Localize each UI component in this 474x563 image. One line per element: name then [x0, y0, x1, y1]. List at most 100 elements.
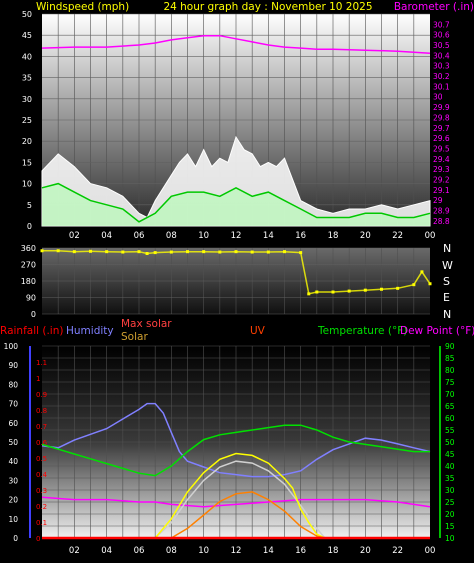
- barometer-tick-label: 29.8: [433, 113, 450, 122]
- windspeed-tick-label: 45: [22, 31, 32, 40]
- x-tick-label: 20: [360, 546, 371, 556]
- barometer-tick-label: 28.9: [433, 206, 450, 215]
- wind-gust-series: [41, 135, 431, 227]
- barometer-tick-label: 29.2: [433, 175, 450, 184]
- x-tick-label: 06: [134, 546, 145, 556]
- temperature-tick-label: 15: [445, 522, 455, 531]
- barometer-tick-label: 30.3: [433, 62, 450, 71]
- humidity-tick-label: 50: [8, 438, 18, 447]
- rainfall-tick-label: 0.9: [36, 391, 47, 399]
- humidity-series: [41, 402, 431, 478]
- direction-tick-label: 360: [21, 244, 36, 253]
- x-tick-label: 12: [231, 546, 242, 556]
- windspeed-axis-label: Windspeed (mph): [36, 1, 129, 13]
- rainfall-tick-label: 1.1: [36, 359, 47, 367]
- uv-series: [170, 491, 326, 539]
- barometer-tick-label: 29.5: [433, 144, 450, 153]
- temperature-tick-label: 65: [445, 402, 455, 411]
- rainfall-label: Rainfall (.in): [0, 325, 63, 337]
- humidity-tick-label: 90: [8, 361, 18, 370]
- x-tick-label: 02: [69, 546, 80, 556]
- solar-label: Solar: [121, 331, 148, 343]
- x-tick-label: 18: [328, 546, 339, 556]
- rainfall-tick-label: 0.4: [36, 471, 48, 479]
- x-tick-label: 00: [425, 546, 436, 556]
- windspeed-tick-label: 25: [22, 116, 32, 125]
- temperature-tick-label: 55: [445, 426, 455, 435]
- windspeed-tick-label: 20: [22, 137, 32, 146]
- windspeed-tick-label: 35: [22, 74, 32, 83]
- barometer-tick-label: 29.4: [433, 155, 450, 164]
- temperature-tick-label: 20: [445, 510, 455, 519]
- x-tick-label: 14: [263, 231, 274, 241]
- wind-average-area: [42, 183, 430, 226]
- humidity-tick-label: 100: [4, 342, 19, 351]
- humidity-tick-label: 0: [13, 534, 18, 543]
- rainfall-tick-label: 0.8: [36, 407, 47, 415]
- max-solar-series: [154, 460, 326, 539]
- x-tick-label: 10: [198, 546, 209, 556]
- temperature-tick-label: 45: [445, 450, 455, 459]
- temperature-tick-label: 70: [445, 390, 455, 399]
- x-tick-label: 02: [69, 231, 80, 241]
- x-tick-label: 08: [166, 546, 177, 556]
- direction-tick-label: 0: [31, 310, 36, 319]
- humidity-tick-label: 60: [8, 419, 18, 428]
- x-tick-label: 04: [101, 231, 112, 241]
- temperature-tick-label: 30: [445, 486, 455, 495]
- dew-point-series: [41, 496, 431, 508]
- windspeed-tick-label: 10: [22, 180, 32, 189]
- x-tick-label: 10: [198, 231, 209, 241]
- graph-title: 24 hour graph day : November 10 2025: [163, 1, 372, 13]
- x-tick-label: 12: [231, 231, 242, 241]
- rainfall-tick-label: 0.2: [36, 503, 47, 511]
- temperature-tick-label: 90: [445, 342, 455, 351]
- barometer-tick-label: 29.9: [433, 103, 450, 112]
- x-tick-label: 14: [263, 546, 274, 556]
- compass-w: W: [442, 259, 453, 272]
- rainfall-tick-label: 0.1: [36, 519, 47, 527]
- direction-tick-label: 180: [21, 277, 36, 286]
- compass-e: E: [443, 291, 450, 304]
- barometer-tick-label: 30.2: [433, 72, 450, 81]
- barometer-tick-label: 30.5: [433, 41, 450, 50]
- barometer-tick-label: 30.7: [433, 20, 450, 29]
- windspeed-tick-label: 0: [27, 222, 32, 231]
- rainfall-tick-label: 0.6: [36, 439, 48, 447]
- temperature-tick-label: 35: [445, 474, 455, 483]
- x-tick-label: 06: [134, 231, 145, 241]
- temperature-label: Temperature (°F): [317, 325, 407, 337]
- direction-tick-label: 90: [26, 294, 36, 303]
- temperature-series: [41, 424, 430, 477]
- temperature-tick-label: 60: [445, 414, 455, 423]
- temperature-tick-label: 50: [445, 438, 455, 447]
- solar-series: [154, 452, 326, 539]
- barometer-tick-label: 30.1: [433, 82, 450, 91]
- humidity-tick-label: 80: [8, 380, 18, 389]
- barometer-tick-label: 30.4: [433, 51, 450, 60]
- wind-average-series: [41, 182, 431, 223]
- barometer-tick-label: 30.6: [433, 31, 450, 40]
- compass-n-bottom: N: [443, 308, 451, 321]
- humidity-tick-label: 30: [8, 476, 18, 485]
- dew-point-label: Dew Point (°F): [400, 325, 474, 337]
- barometer-series: [41, 34, 431, 55]
- barometer-tick-label: 28.8: [433, 217, 450, 226]
- windspeed-tick-label: 5: [27, 201, 32, 210]
- x-tick-label: 08: [166, 231, 177, 241]
- wind-direction-series: [42, 250, 431, 295]
- x-tick-label: 22: [392, 546, 403, 556]
- temperature-tick-label: 10: [445, 534, 455, 543]
- temperature-tick-label: 85: [445, 354, 455, 363]
- x-tick-label: 00: [425, 231, 436, 241]
- barometer-tick-label: 29: [433, 196, 443, 205]
- rainfall-tick-label: 0: [36, 535, 40, 543]
- uv-label: UV: [250, 325, 266, 337]
- x-tick-label: 16: [295, 546, 306, 556]
- barometer-tick-label: 30: [433, 93, 443, 102]
- humidity-tick-label: 40: [8, 457, 18, 466]
- x-tick-label: 18: [328, 231, 339, 241]
- x-tick-label: 22: [392, 231, 403, 241]
- max-solar-label: Max solar: [121, 318, 172, 330]
